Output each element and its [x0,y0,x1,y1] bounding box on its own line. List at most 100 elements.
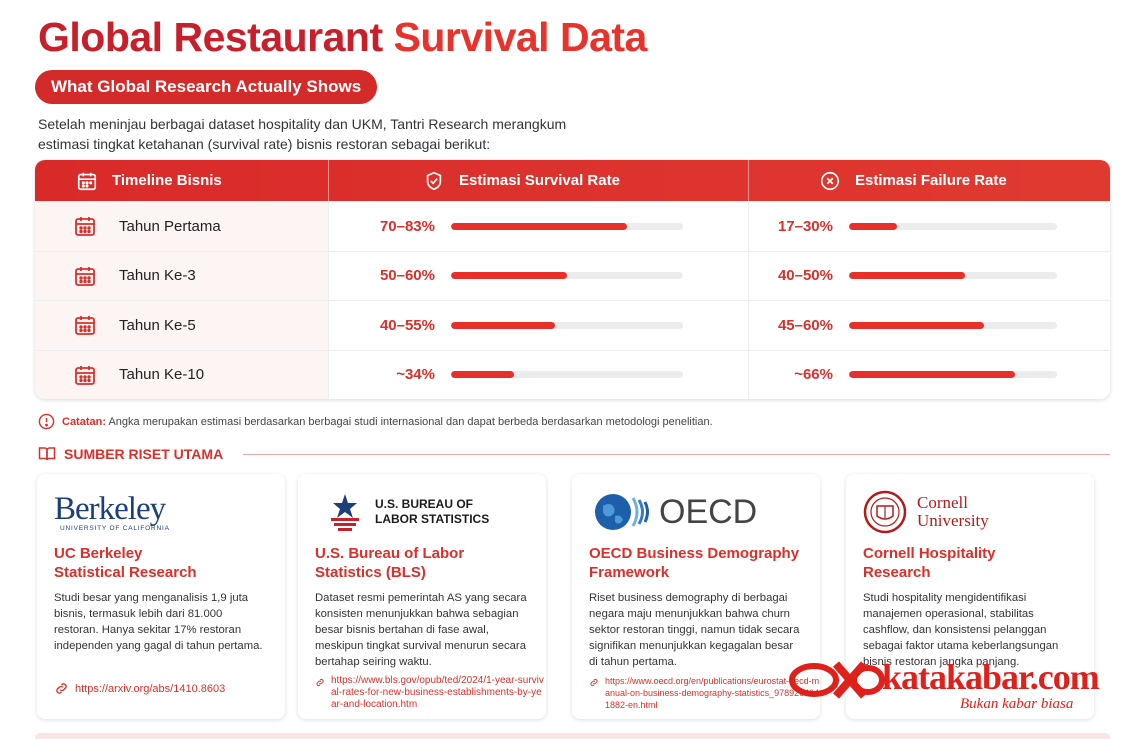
source-card-berkeley: Berkeley UNIVERSITY OF CALIFORNIA UC Ber… [37,474,285,719]
calendar-icon [77,172,97,190]
divider [243,453,1110,455]
survival-bar [451,371,683,379]
book-icon [38,447,56,461]
timeline-label: Tahun Ke-3 [119,267,196,285]
bls-logo: U.S. BUREAU OF LABOR STATISTICS [315,484,529,540]
calendar-icon [73,264,97,288]
header-label: Timeline Bisnis [112,172,222,189]
card-title: Cornell Hospitality Research [863,545,996,581]
failure-bar [849,222,1057,230]
header-label: Estimasi Failure Rate [855,172,1007,189]
timeline-label: Tahun Ke-5 [119,316,196,334]
subtitle-pill: What Global Research Actually Shows [35,70,378,104]
card-title: UC Berkeley Statistical Research [54,545,197,581]
source-card-bls: U.S. BUREAU OF LABOR STATISTICS U.S. Bur… [298,474,546,719]
card-link[interactable]: https://www.bls.gov/opub/ted/2024/1-year… [315,675,546,711]
survival-value: 40–55% [379,316,435,334]
table-row: Tahun Ke-5 40–55% 45–60% [35,300,1110,350]
table-row: Tahun Ke-10 ~34% ~66% [35,349,1110,400]
survival-table: Timeline Bisnis Estimasi Survival Rate E… [35,160,1110,399]
failure-cell: 45–60% [749,301,1110,350]
table-row: Tahun Ke-3 50–60% 40–50% [35,250,1110,301]
oecd-logo: OECD [589,484,803,540]
calendar-icon [73,214,97,238]
oecd-globe-icon [595,494,649,530]
page-title-part1: Global Restaurant [38,14,383,60]
card-description: Studi besar yang menganalisis 1,9 juta b… [54,592,263,652]
header-timeline: Timeline Bisnis [35,160,329,201]
card-description: Riset business demography di berbagai ne… [589,592,800,668]
survival-value: 50–60% [379,267,435,285]
cornell-logo: Cornell University [863,484,1077,540]
failure-value: 45–60% [777,316,833,334]
card-title: U.S. Bureau of Labor Statistics (BLS) [315,545,465,581]
sources-heading-text: SUMBER RISET UTAMA [64,446,224,462]
failure-bar [849,371,1057,379]
failure-bar-fill [849,222,897,230]
shield-check-icon [426,171,442,190]
link-icon [590,678,598,687]
timeline-label: Tahun Pertama [119,217,221,235]
card-description: Studi hospitality mengidentifikasi manaj… [863,592,1059,668]
survival-bar [451,321,683,329]
header-label: Estimasi Survival Rate [459,172,620,189]
card-description: Dataset resmi pemerintah AS yang secara … [315,592,527,668]
source-card-oecd: OECD OECD Business Demography Framework … [572,474,820,719]
card-title: OECD Business Demography Framework [589,545,800,581]
table-body: Tahun Pertama 70–83% 17–30% Tahun Ke-3 5… [35,201,1110,399]
timeline-cell: Tahun Pertama [35,202,329,251]
source-card-cornell: Cornell University Cornell Hospitality R… [846,474,1094,719]
card-link[interactable]: https://arxiv.org/abs/1410.8603 [54,681,225,696]
table-header: Timeline Bisnis Estimasi Survival Rate E… [35,160,1110,201]
table-row: Tahun Pertama 70–83% 17–30% [35,201,1110,251]
failure-bar [849,272,1057,280]
failure-bar [849,321,1057,329]
failure-value: 40–50% [777,267,833,285]
timeline-cell: Tahun Ke-3 [35,251,329,300]
watermark-name: katakabar.com [882,657,1100,697]
circle-x-icon [820,171,840,190]
note-text: Angka merupakan estimasi berdasarkan ber… [108,415,713,428]
bls-emblem-icon [331,494,359,531]
timeline-cell: Tahun Ke-10 [35,350,329,399]
failure-bar-fill [849,371,1016,379]
page-title-part2: Survival Data [393,14,648,60]
header-failure: Estimasi Failure Rate [749,160,1110,201]
link-icon [56,683,67,694]
survival-cell: 40–55% [329,301,749,350]
sources-heading: SUMBER RISET UTAMA [38,446,1110,462]
failure-cell: 40–50% [749,252,1110,301]
watermark-logo-icon [789,661,885,699]
watermark: katakabar.com Bukan kabar biasa [788,656,1110,716]
survival-bar [451,222,683,230]
survival-bar-fill [451,272,567,280]
survival-bar-fill [451,321,556,329]
failure-cell: 17–30% [749,202,1110,251]
survival-cell: ~34% [329,350,749,399]
timeline-cell: Tahun Ke-5 [35,301,329,350]
survival-cell: 70–83% [329,202,749,251]
survival-value: ~34% [396,366,435,384]
card-link[interactable]: https://www.oecd.org/en/publications/eur… [589,675,820,711]
berkeley-logo: Berkeley UNIVERSITY OF CALIFORNIA [54,490,170,532]
failure-bar-fill [849,272,966,280]
failure-bar-fill [849,321,985,329]
note-label: Catatan: [62,415,107,428]
cornell-seal-icon [863,490,907,534]
survival-bar [451,272,683,280]
bottom-strip [35,733,1110,739]
survival-bar-fill [451,371,514,379]
header-survival: Estimasi Survival Rate [329,160,749,201]
link-icon [316,678,324,687]
calendar-icon [73,363,97,387]
page-title: Global Restaurant Survival Data [38,14,647,61]
intro-text: Setelah meninjau berbagai dataset hospit… [38,116,567,152]
survival-value: 70–83% [379,217,435,235]
note: Catatan: Angka merupakan estimasi berdas… [38,413,713,430]
watermark-tagline: Bukan kabar biasa [960,696,1074,712]
failure-value: 17–30% [777,217,833,235]
survival-cell: 50–60% [329,251,749,300]
timeline-label: Tahun Ke-10 [119,366,205,384]
failure-cell: ~66% [749,351,1110,400]
calendar-icon [73,313,97,337]
